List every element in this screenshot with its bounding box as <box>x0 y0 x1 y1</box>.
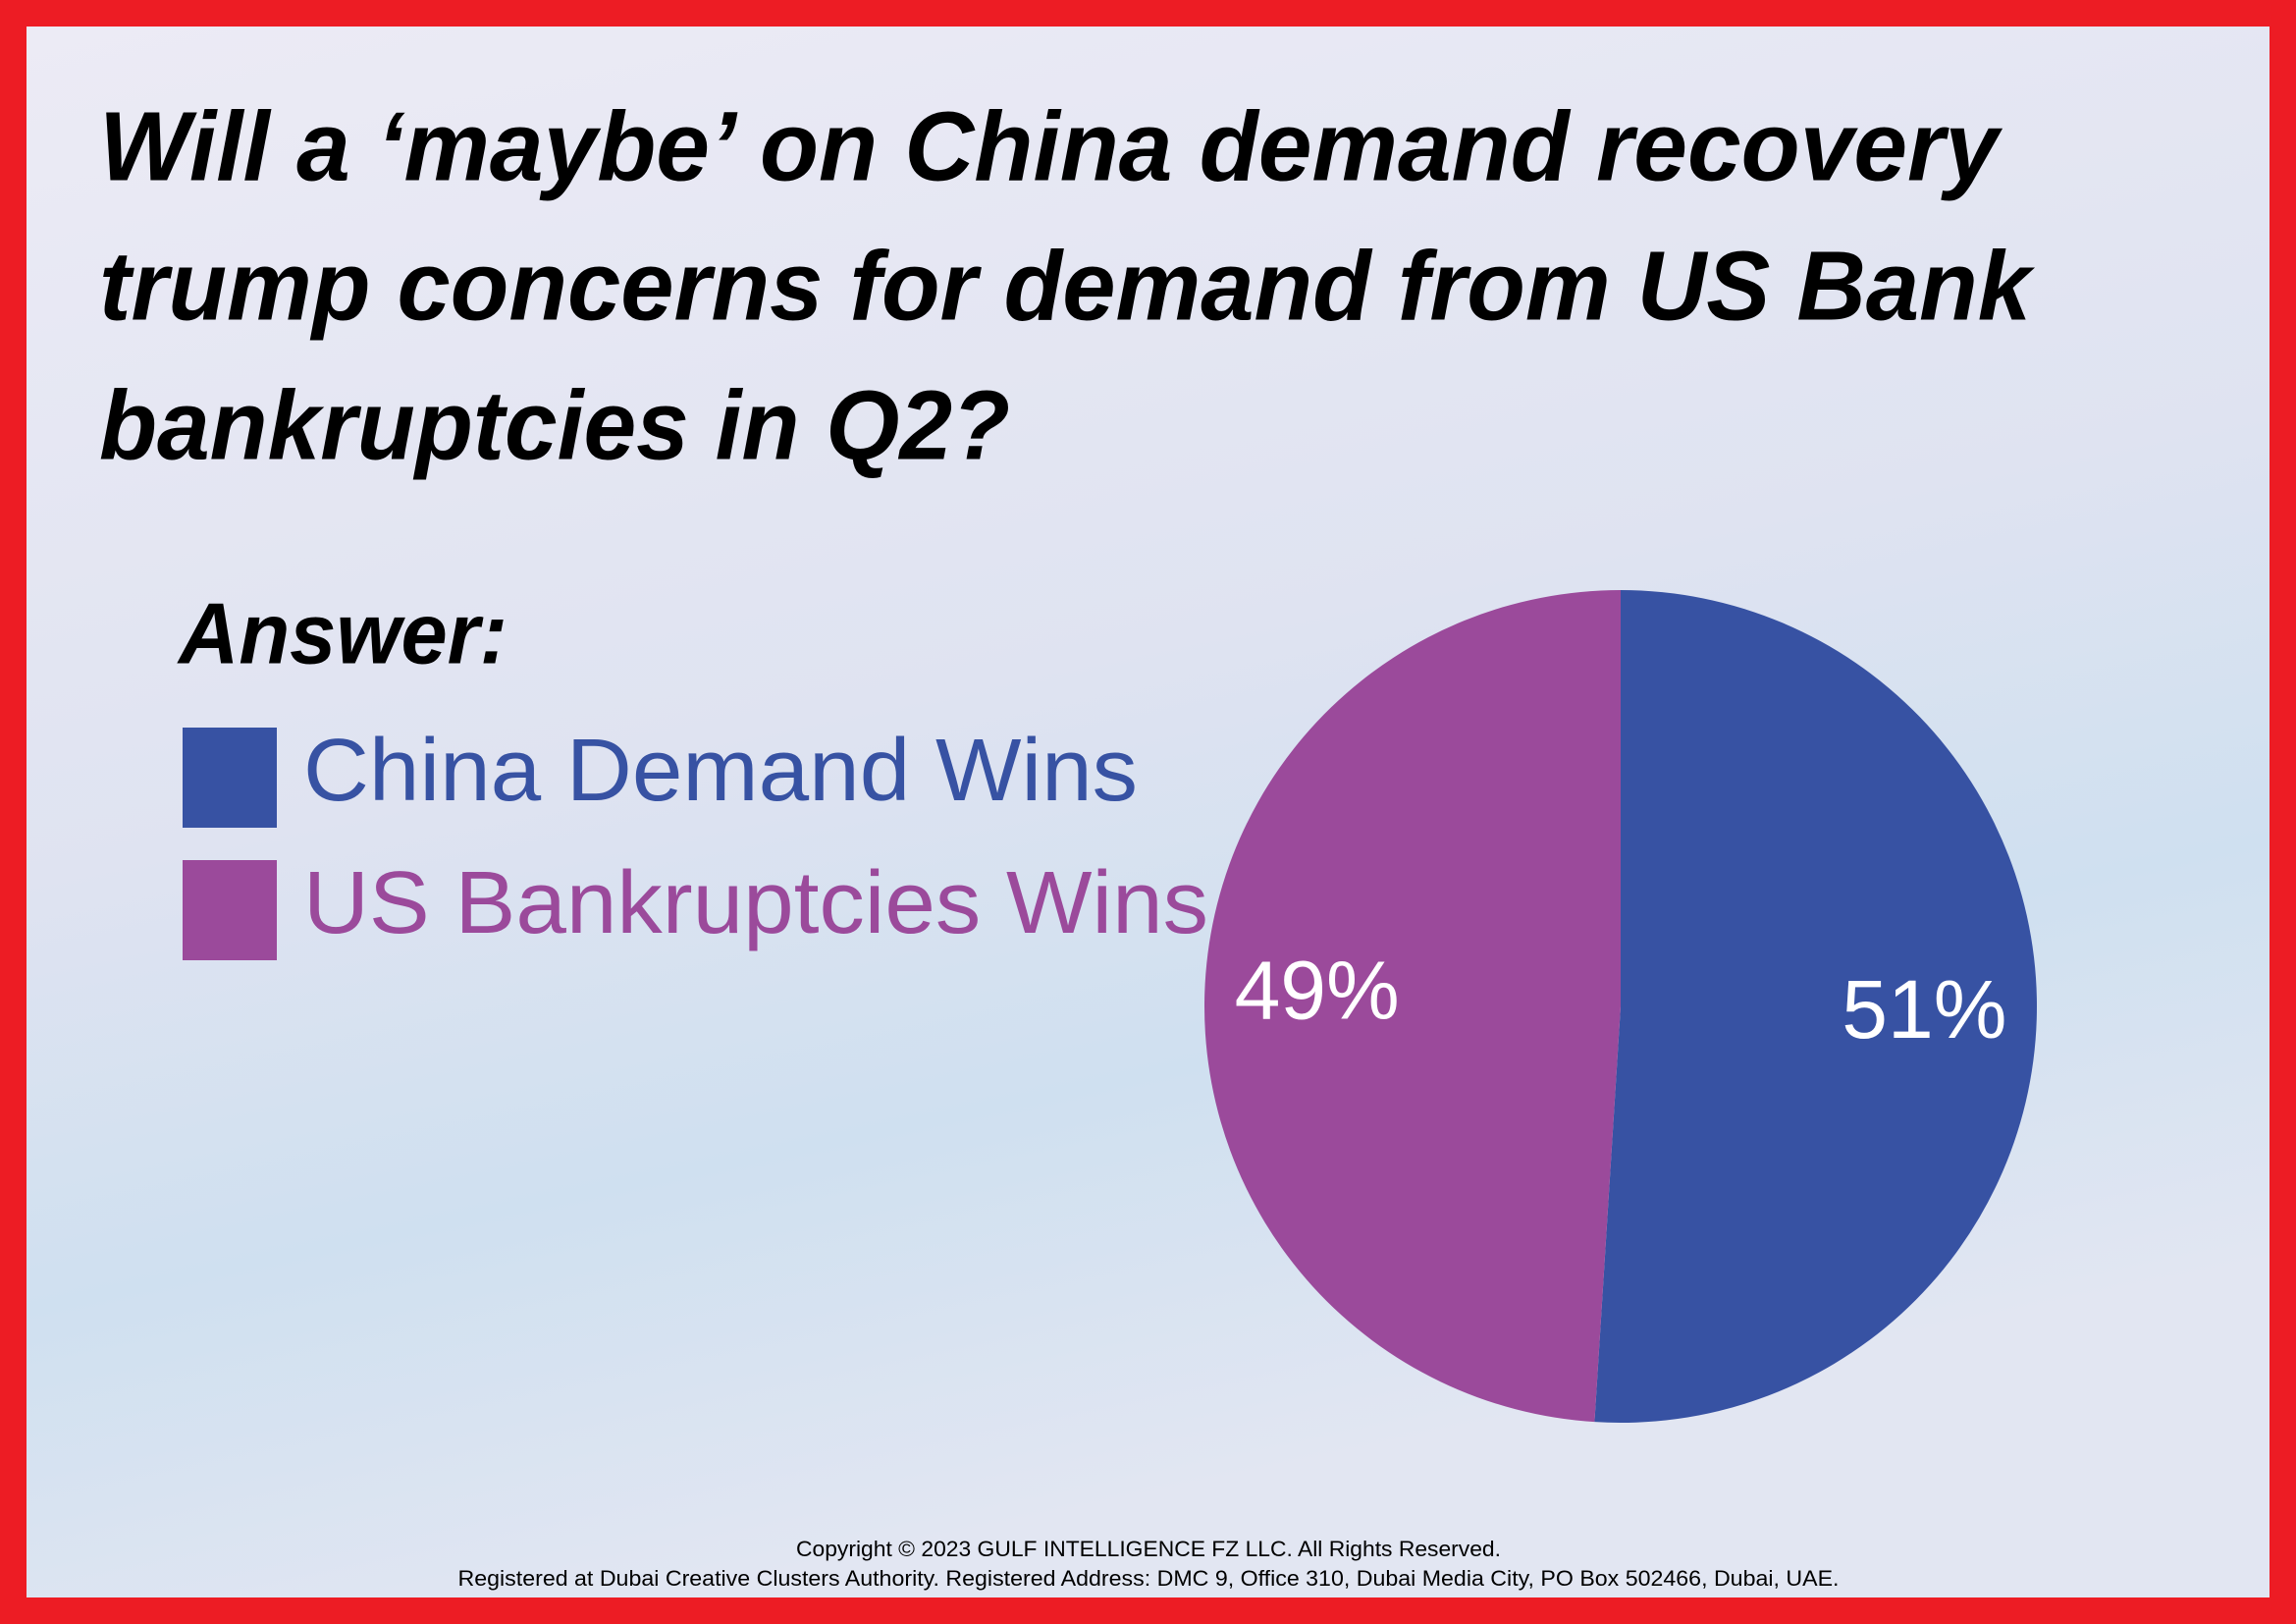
pie-slice <box>1203 590 1621 1423</box>
value-label: 51% <box>1842 963 2006 1056</box>
legend-title: Answer: <box>177 584 507 681</box>
footnote: Copyright © 2023 GULF INTELLIGENCE FZ LL… <box>796 1537 1501 1561</box>
legend-label: US Bankruptcies Wins <box>303 854 1208 952</box>
title: Will a ‘maybe’ on China demand recovery t… <box>99 91 2035 480</box>
pie-slice <box>1594 590 2037 1423</box>
title-line: trump concerns for demand from US Bank <box>99 231 2035 341</box>
pie: 51% 49% <box>1203 590 2037 1423</box>
value-label: 49% <box>1235 944 1400 1036</box>
legend-swatch <box>183 728 277 828</box>
title-line: bankruptcies in Q2? <box>99 370 1010 480</box>
legend-label: China Demand Wins <box>303 722 1138 820</box>
footnote: Registered at Dubai Creative Clusters Au… <box>458 1566 1840 1591</box>
legend: China Demand Wins US Bankruptcies Wins <box>183 722 1208 960</box>
title-line: Will a ‘maybe’ on China demand recovery <box>99 91 2002 201</box>
footer: Copyright © 2023 GULF INTELLIGENCE FZ LL… <box>458 1537 1840 1591</box>
legend-swatch <box>183 860 277 960</box>
